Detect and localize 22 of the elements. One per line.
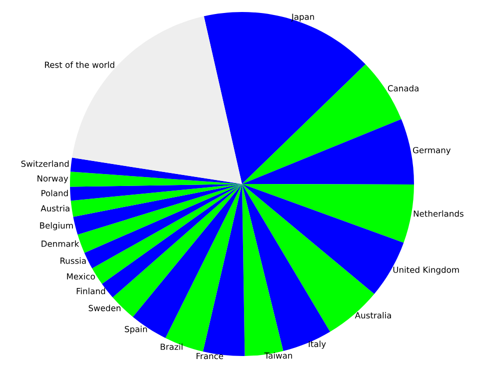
slice-label: Spain [124,326,147,334]
slice-label: Mexico [67,273,95,280]
slice-label: Taiwan [264,352,292,359]
slice-label: Rest of the world [45,61,114,68]
slice-label: Australia [354,312,391,318]
slice-label: Poland [42,190,68,196]
slice-label: Norway [38,175,68,184]
slice-label: Canada [388,84,418,92]
slice-label: Brazil [160,343,182,350]
slice-label: Netherlands [414,210,464,217]
slice-label: Italy [308,340,326,349]
slice-label: Japan [291,14,314,22]
slice-label: Germany [412,146,451,155]
slice-label: Belgium [40,222,73,230]
slice-label: France [196,352,224,360]
slice-label: Sweden [88,304,120,312]
slice-label: Switzerland [21,160,69,167]
slice-label: Austria [40,205,70,212]
slice-label: United Kingdom [393,266,459,275]
slice-label: Finland [76,288,106,294]
slice-label: Russia [60,257,86,264]
slice-label: Denmark [42,240,80,247]
